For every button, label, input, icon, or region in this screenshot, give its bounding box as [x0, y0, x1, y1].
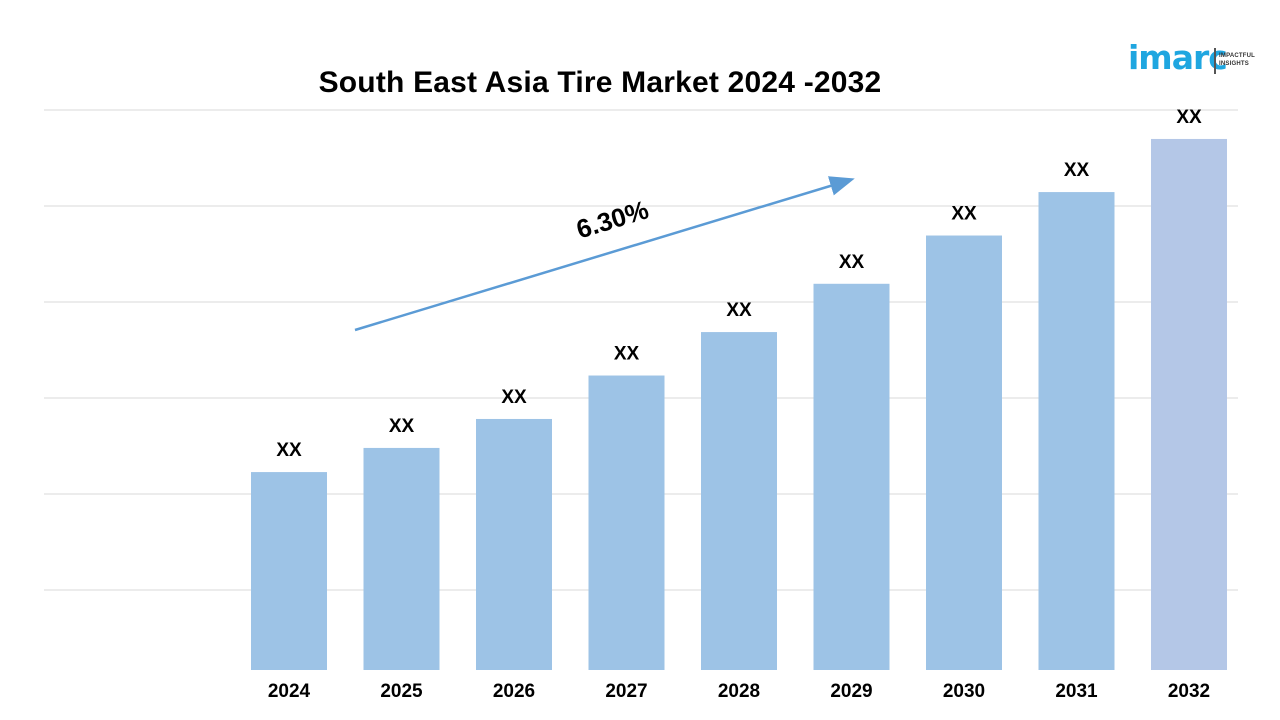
growth-arrow	[354, 176, 855, 332]
x-tick-2026: 2026	[493, 681, 535, 702]
bar-2024	[251, 472, 327, 670]
x-tick-2029: 2029	[830, 681, 872, 702]
data-label-2027: XX	[614, 344, 640, 365]
growth-rate-label: 6.30%	[573, 194, 652, 244]
data-label-2032: XX	[1176, 107, 1202, 128]
data-label-2030: XX	[951, 204, 977, 225]
bar-data-labels: XX XX XX XX XX XX XX XX XX	[276, 107, 1202, 461]
logo-divider	[1214, 48, 1216, 74]
imarc-logo: imarc IMPACTFUL INSIGHTS	[1128, 34, 1258, 80]
data-label-2031: XX	[1064, 160, 1090, 181]
x-tick-2030: 2030	[943, 681, 985, 702]
x-tick-2025: 2025	[380, 681, 423, 702]
logo-tagline: IMPACTFUL INSIGHTS	[1219, 52, 1255, 68]
x-tick-2032: 2032	[1168, 681, 1210, 702]
bar-2025	[363, 447, 440, 670]
chart-title: South East Asia Tire Market 2024 -2032	[318, 66, 882, 99]
x-tick-2028: 2028	[718, 681, 760, 702]
growth-annotation: 6.30%	[354, 176, 855, 332]
logo-tagline-line1: IMPACTFUL	[1219, 53, 1256, 59]
logo-tagline-line2: INSIGHTS	[1219, 61, 1249, 67]
bar-2031	[1038, 192, 1115, 670]
data-label-2029: XX	[839, 252, 865, 273]
x-tick-2031: 2031	[1055, 681, 1098, 702]
data-label-2025: XX	[389, 416, 415, 437]
bar-2029	[813, 283, 890, 670]
data-label-2024: XX	[276, 440, 302, 461]
x-tick-2027: 2027	[605, 681, 647, 702]
bar-2027	[588, 375, 665, 670]
x-tick-2024: 2024	[268, 681, 311, 702]
bar-2030	[926, 235, 1002, 670]
data-label-2028: XX	[726, 300, 752, 321]
bar-2032	[1151, 138, 1227, 670]
bars	[251, 138, 1227, 670]
data-label-2026: XX	[501, 387, 527, 408]
bar-2028	[701, 332, 777, 670]
logo-brand-text: imarc	[1128, 38, 1228, 77]
bar-2026	[476, 418, 552, 670]
x-axis-tick-labels: 2024 2025 2026 2027 2028 2029 2030 2031 2032	[268, 681, 1210, 702]
